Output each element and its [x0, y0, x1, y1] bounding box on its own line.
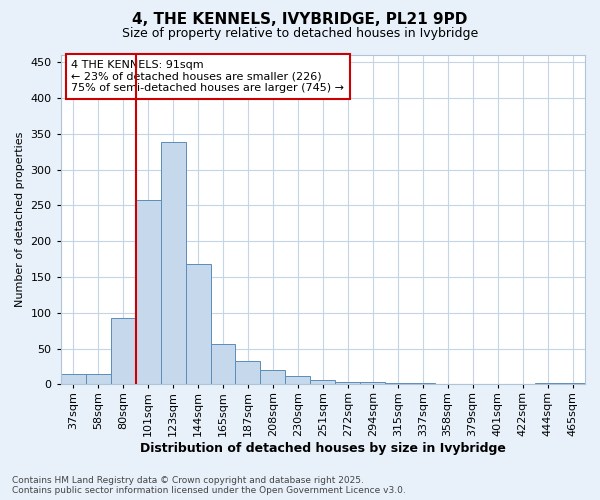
- X-axis label: Distribution of detached houses by size in Ivybridge: Distribution of detached houses by size …: [140, 442, 506, 455]
- Bar: [86, 374, 110, 384]
- Bar: [211, 344, 235, 384]
- Bar: [110, 318, 136, 384]
- Bar: [385, 383, 410, 384]
- Bar: [410, 383, 435, 384]
- Text: Size of property relative to detached houses in Ivybridge: Size of property relative to detached ho…: [122, 28, 478, 40]
- Bar: [61, 374, 86, 384]
- Bar: [310, 380, 335, 384]
- Bar: [136, 200, 161, 384]
- Bar: [235, 360, 260, 384]
- Bar: [560, 383, 585, 384]
- Bar: [286, 376, 310, 384]
- Text: Contains HM Land Registry data © Crown copyright and database right 2025.
Contai: Contains HM Land Registry data © Crown c…: [12, 476, 406, 495]
- Bar: [535, 383, 560, 384]
- Text: 4 THE KENNELS: 91sqm
← 23% of detached houses are smaller (226)
75% of semi-deta: 4 THE KENNELS: 91sqm ← 23% of detached h…: [71, 60, 344, 93]
- Bar: [335, 382, 361, 384]
- Bar: [361, 382, 385, 384]
- Bar: [161, 142, 185, 384]
- Bar: [185, 264, 211, 384]
- Text: 4, THE KENNELS, IVYBRIDGE, PL21 9PD: 4, THE KENNELS, IVYBRIDGE, PL21 9PD: [133, 12, 467, 28]
- Bar: [260, 370, 286, 384]
- Y-axis label: Number of detached properties: Number of detached properties: [15, 132, 25, 308]
